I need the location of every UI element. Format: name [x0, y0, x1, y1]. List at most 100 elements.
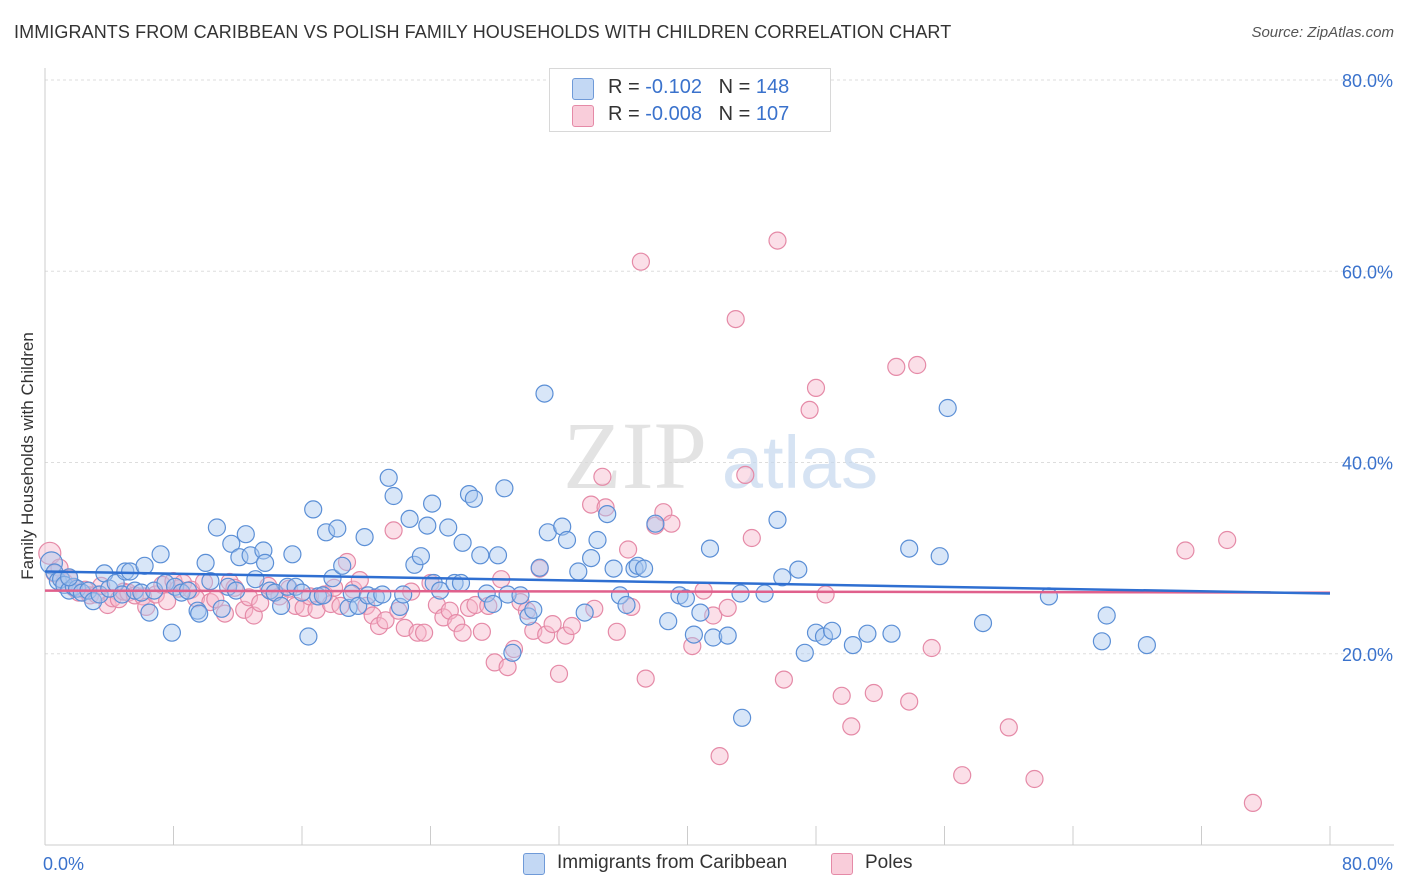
legend-stats-caribbean: R = -0.102 N = 148 [608, 76, 790, 98]
poles-point [864, 683, 883, 703]
caribbean-point [795, 643, 814, 662]
caribbean-point [676, 589, 696, 608]
caribbean-point [400, 509, 419, 529]
poles-point [215, 604, 234, 623]
legend-swatch-caribbean [572, 78, 594, 100]
caribbean-point [196, 553, 215, 573]
caribbean-point [755, 584, 774, 603]
poles-point [806, 378, 826, 397]
caribbean-point [304, 500, 323, 519]
caribbean-point [299, 627, 318, 646]
poles-point [376, 611, 395, 630]
caribbean-point [530, 558, 549, 577]
poles-point [607, 622, 626, 641]
poles-point [800, 400, 819, 419]
caribbean-point [659, 612, 678, 631]
poles-point [832, 686, 851, 705]
caribbean-point [453, 533, 472, 552]
caribbean-point [553, 517, 572, 536]
y-axis-label: Family Households with Children [18, 332, 37, 580]
caribbean-point [604, 559, 623, 578]
caribbean-point [569, 562, 588, 581]
poles-point [683, 636, 702, 656]
tick-labels: 20.0% 40.0% 60.0% 80.0% 0.0% 80.0% [43, 71, 1393, 874]
poles-point [908, 355, 927, 375]
caribbean-point [843, 635, 863, 655]
caribbean-point [477, 584, 496, 603]
poles-point [768, 231, 787, 250]
caribbean-point [789, 560, 808, 579]
poles-point [593, 467, 612, 486]
poles-point [1243, 793, 1263, 813]
caribbean-point [684, 625, 704, 644]
caribbean-point [471, 546, 490, 565]
poles-point [953, 766, 972, 785]
poles-point [408, 623, 427, 642]
caribbean-point [230, 548, 249, 567]
watermark-zip: ZIP [563, 402, 707, 509]
caribbean-point [535, 384, 554, 403]
gridlines [45, 79, 1394, 655]
poles-point [710, 746, 729, 766]
caribbean-point [423, 494, 442, 513]
caribbean-point [768, 510, 787, 530]
caribbean-point [323, 569, 342, 588]
poles-point [415, 623, 434, 642]
caribbean-point [379, 468, 398, 487]
caribbean-point [317, 523, 336, 542]
poles-point [774, 670, 794, 689]
axes [44, 68, 1394, 846]
poles-point [453, 623, 472, 642]
poles-point [498, 657, 517, 677]
caribbean-point [1097, 606, 1116, 625]
stats-legend: R = -0.102 N = 148 R = -0.008 N = 107 [549, 68, 831, 132]
poles-point [636, 669, 655, 688]
poles-point [718, 598, 737, 618]
poles-point [662, 514, 681, 533]
poles-point [562, 616, 582, 636]
caribbean-point [930, 547, 949, 566]
caribbean-point [283, 545, 302, 564]
y-tick-label-80: 80.0% [1342, 71, 1393, 91]
series-swatch-caribbean [523, 853, 545, 875]
poles-point [384, 521, 403, 540]
caribbean-point [938, 398, 957, 418]
caribbean-points [39, 384, 1157, 727]
poles-point [1025, 769, 1044, 789]
caribbean-point [207, 518, 226, 537]
poles-point [1176, 541, 1195, 560]
poles-point [736, 465, 755, 484]
caribbean-point [700, 539, 720, 558]
poles-point [618, 540, 638, 559]
caribbean-point [1039, 587, 1059, 606]
caribbean-point [328, 519, 347, 538]
poles-point [742, 528, 761, 548]
poles-point [816, 585, 835, 604]
x-tick-label-max: 80.0% [1342, 854, 1393, 874]
caribbean-point [418, 516, 437, 535]
caribbean-point [617, 595, 636, 615]
caribbean-point [1137, 635, 1157, 655]
poles-point [596, 498, 615, 517]
legend-stats-poles: R = -0.008 N = 107 [608, 103, 790, 125]
caribbean-point [39, 551, 64, 575]
poles-trendline [44, 589, 1331, 594]
caribbean-point [451, 573, 471, 593]
poles-point [581, 495, 601, 514]
caribbean-point [140, 603, 159, 622]
caribbean-point [1092, 632, 1112, 651]
caribbean-point [773, 568, 792, 587]
caribbean-point [581, 548, 601, 568]
caribbean-point [190, 604, 209, 623]
caribbean-point [313, 586, 332, 605]
caribbean-point [236, 525, 255, 544]
caribbean-point [511, 586, 530, 605]
poles-point [466, 595, 485, 615]
poles-point [1218, 530, 1237, 550]
caribbean-point [201, 571, 220, 591]
caribbean-point [488, 546, 508, 565]
series-label-caribbean: Immigrants from Caribbean [557, 852, 788, 873]
caribbean-trendline [44, 570, 1331, 595]
caribbean-point [524, 600, 543, 619]
